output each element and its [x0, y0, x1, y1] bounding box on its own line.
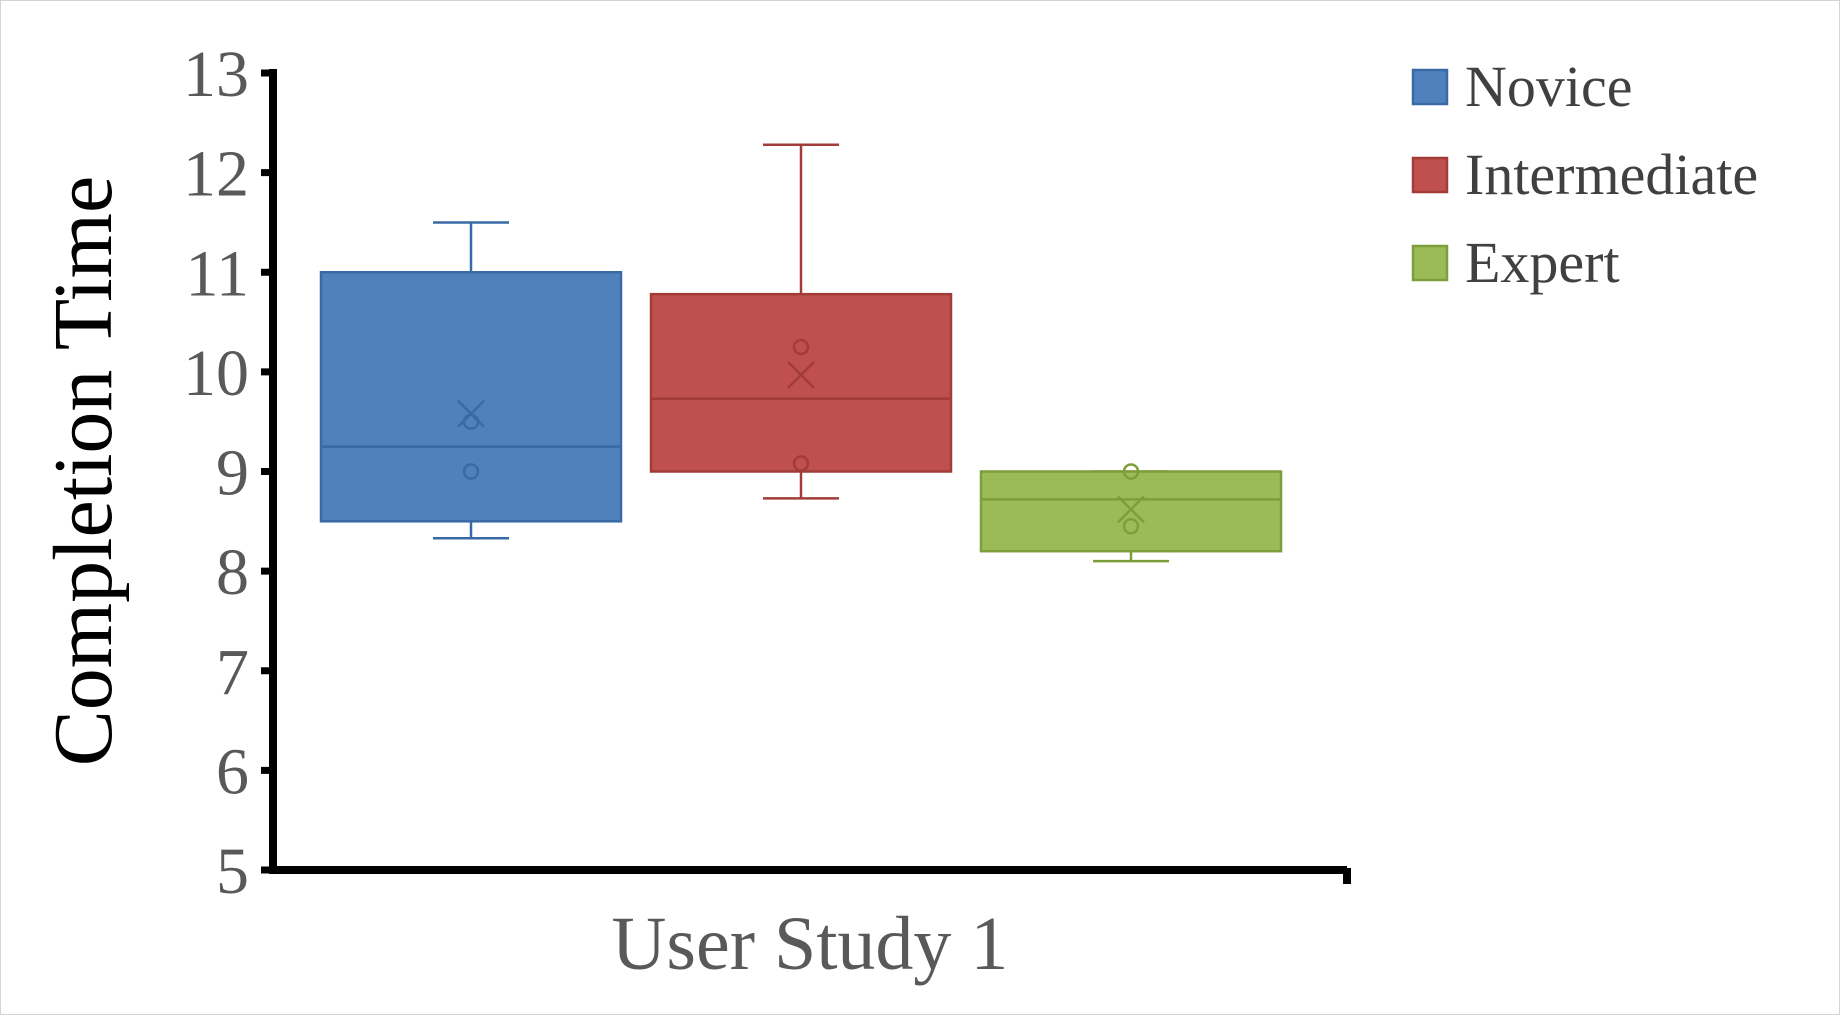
- box-intermediate: [649, 143, 953, 500]
- legend: Novice Intermediate Expert: [1411, 54, 1758, 295]
- plot-area: 5 6 7 8 9 10 11 12 13 User Study 1: [183, 38, 1351, 986]
- y-tick-label: 11: [185, 237, 249, 310]
- data-point: [462, 413, 480, 430]
- legend-label: Expert: [1465, 230, 1620, 295]
- data-point: [1122, 518, 1140, 535]
- box-expert: [979, 463, 1283, 563]
- data-point: [792, 338, 810, 356]
- y-tick-label: 12: [183, 138, 249, 211]
- y-tick-label: 7: [216, 636, 249, 709]
- y-tick-label: 6: [216, 735, 249, 808]
- legend-label: Intermediate: [1465, 142, 1758, 207]
- box-body: [319, 271, 623, 523]
- mean-marker: [787, 360, 815, 389]
- data-point: [792, 455, 810, 472]
- box-body: [979, 470, 1283, 553]
- legend-swatch: [1411, 68, 1449, 106]
- y-tick-label: 8: [216, 536, 249, 609]
- x-category-label: User Study 1: [612, 902, 1009, 986]
- legend-item-expert: Expert: [1411, 230, 1620, 295]
- mean-marker: [1117, 495, 1145, 524]
- data-point: [462, 463, 480, 480]
- legend-item-novice: Novice: [1411, 54, 1633, 119]
- legend-swatch: [1411, 244, 1449, 282]
- legend-swatch: [1411, 156, 1449, 194]
- legend-label: Novice: [1465, 54, 1633, 119]
- box-body: [649, 292, 953, 473]
- y-axis-title: Completion Time: [37, 176, 130, 766]
- y-tick-label: 10: [183, 337, 249, 410]
- y-tick-label: 5: [216, 835, 249, 908]
- data-point: [1122, 463, 1140, 480]
- box-novice: [319, 221, 623, 540]
- legend-item-intermediate: Intermediate: [1411, 142, 1758, 207]
- y-tick-label: 9: [216, 437, 249, 510]
- y-tick-label: 13: [183, 38, 249, 111]
